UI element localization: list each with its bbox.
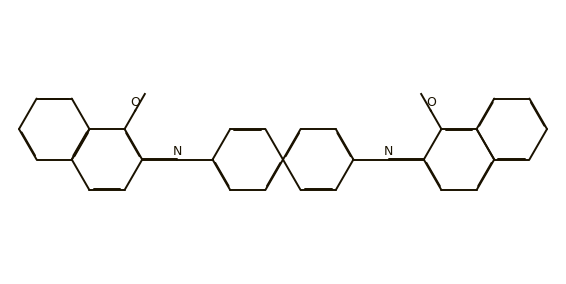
Text: O: O xyxy=(130,96,140,109)
Text: N: N xyxy=(384,145,393,158)
Text: O: O xyxy=(426,96,436,109)
Text: N: N xyxy=(173,145,182,158)
